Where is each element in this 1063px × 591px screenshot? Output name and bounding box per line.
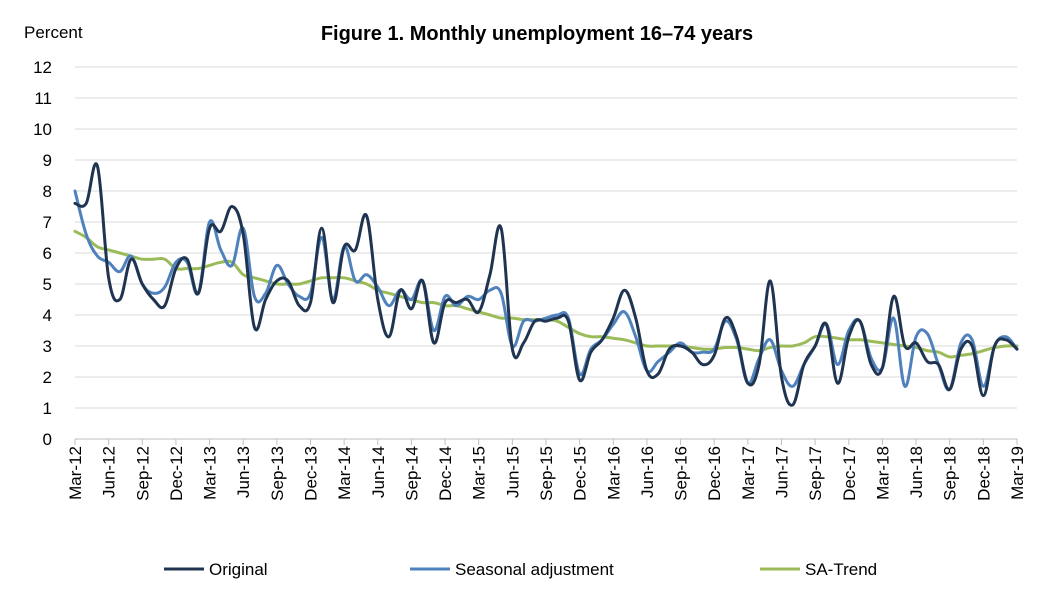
y-tick-label: 7 bbox=[43, 213, 52, 232]
chart-title: Figure 1. Monthly unemployment 16–74 yea… bbox=[321, 23, 753, 45]
x-tick-label: Jun-13 bbox=[234, 446, 253, 498]
x-tick-label: Dec-14 bbox=[436, 446, 455, 501]
y-tick-label: 4 bbox=[43, 306, 52, 325]
x-tick-label: Mar-19 bbox=[1008, 446, 1027, 500]
y-tick-label: 0 bbox=[43, 430, 52, 449]
x-tick-label: Jun-17 bbox=[773, 446, 792, 498]
y-tick-label: 5 bbox=[43, 275, 52, 294]
legend-label-original: Original bbox=[209, 560, 268, 579]
x-tick-label: Jun-14 bbox=[369, 446, 388, 498]
y-tick-label: 1 bbox=[43, 399, 52, 418]
x-tick-label: Dec-17 bbox=[840, 446, 859, 501]
x-tick-label: Jun-16 bbox=[638, 446, 657, 498]
x-axis: Mar-12 Jun-12 Sep-12 Dec-12 Mar-13 Jun-13 Sep-… bbox=[66, 438, 1027, 501]
series-line-seasonal-adjustment bbox=[73, 189, 1019, 392]
x-tick-label: Mar-18 bbox=[873, 446, 892, 500]
y-axis-unit-label: Percent bbox=[24, 23, 83, 42]
x-tick-label: Mar-13 bbox=[201, 446, 220, 500]
y-tick-label: 8 bbox=[43, 182, 52, 201]
x-tick-label: Jun-12 bbox=[100, 446, 119, 498]
x-tick-label: Sep-16 bbox=[672, 446, 691, 501]
x-tick-label: Jun-18 bbox=[907, 446, 926, 498]
x-tick-label: Mar-15 bbox=[470, 446, 489, 500]
x-tick-label: Dec-12 bbox=[167, 446, 186, 501]
x-tick-label: Mar-14 bbox=[335, 446, 354, 500]
x-tick-label: Sep-15 bbox=[537, 446, 556, 501]
y-tick-label: 6 bbox=[43, 244, 52, 263]
series-line-sa-trend bbox=[73, 229, 1019, 359]
x-tick-label: Dec-18 bbox=[974, 446, 993, 501]
x-tick-label: Mar-12 bbox=[66, 446, 85, 500]
x-tick-label: Sep-13 bbox=[268, 446, 287, 501]
series-line-original bbox=[73, 162, 1019, 407]
x-tick-label: Dec-15 bbox=[571, 446, 590, 501]
y-tick-label: 9 bbox=[43, 151, 52, 170]
gridlines bbox=[75, 66, 1017, 409]
legend-label-seasonal-adjustment: Seasonal adjustment bbox=[455, 560, 614, 579]
y-tick-label: 2 bbox=[43, 368, 52, 387]
y-tick-label: 3 bbox=[43, 337, 52, 356]
y-tick-label: 11 bbox=[34, 89, 52, 108]
y-tick-label: 12 bbox=[33, 58, 52, 77]
x-tick-label: Sep-14 bbox=[402, 446, 421, 501]
x-tick-label: Mar-17 bbox=[739, 446, 758, 500]
x-tick-label: Jun-15 bbox=[503, 446, 522, 498]
x-tick-label: Sep-17 bbox=[806, 446, 825, 501]
x-tick-label: Sep-12 bbox=[133, 446, 152, 501]
y-tick-label: 10 bbox=[33, 120, 52, 139]
x-tick-label: Dec-16 bbox=[705, 446, 724, 501]
legend: Original Seasonal adjustment SA-Trend bbox=[164, 560, 877, 579]
series-lines bbox=[73, 162, 1019, 407]
x-tick-label: Mar-16 bbox=[604, 446, 623, 500]
x-tick-label: Sep-18 bbox=[941, 446, 960, 501]
x-tick-label: Dec-13 bbox=[302, 446, 321, 501]
legend-label-sa-trend: SA-Trend bbox=[805, 560, 877, 579]
